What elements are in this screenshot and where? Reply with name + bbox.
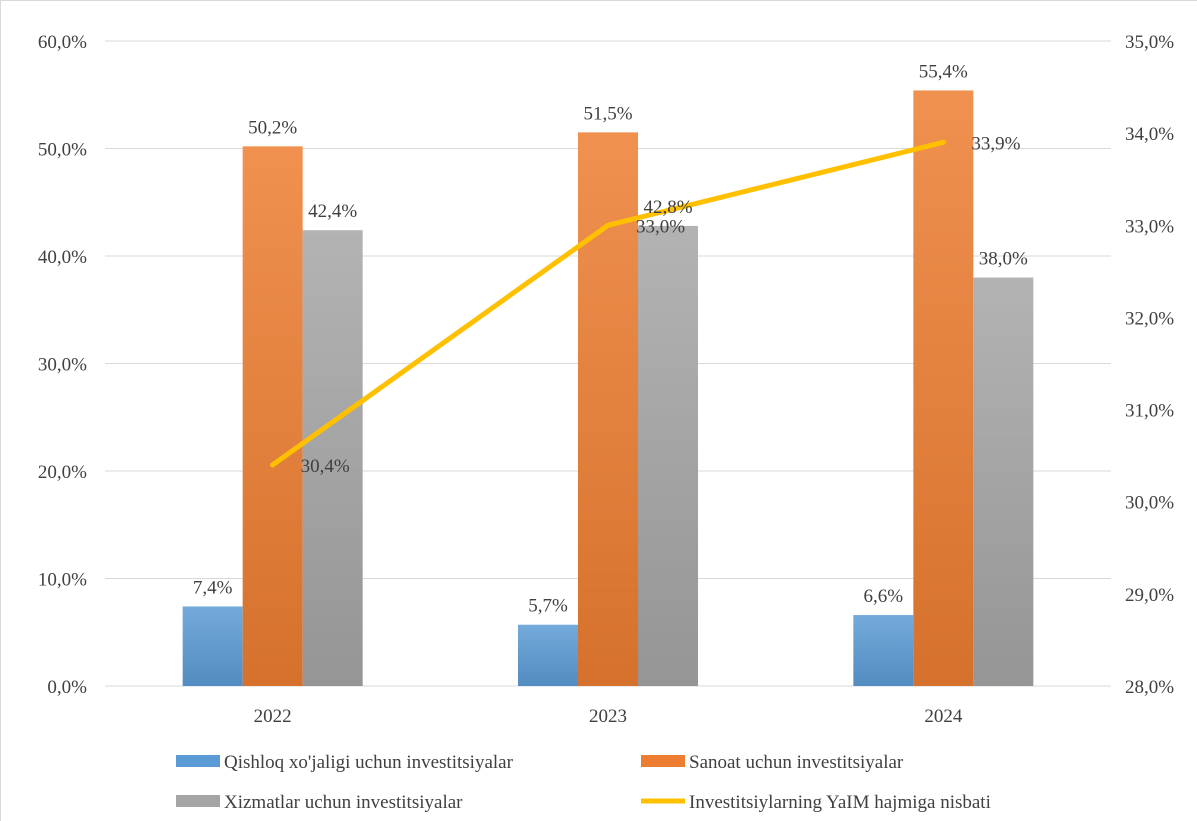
legend-label: Sanoat uchun investitsiyalar [689, 752, 904, 773]
bar-data-label: 38,0% [979, 249, 1028, 270]
line-point [270, 462, 276, 468]
legend-swatch [641, 755, 685, 767]
y-left-tick-label: 0,0% [47, 677, 87, 698]
bar-data-label: 6,6% [864, 586, 904, 607]
ratio-line-layer [270, 139, 946, 468]
axes: 0,0% 10,0% 20,0% 30,0% 40,0% 50,0% 60,0% 28,0% 2… [38, 32, 1174, 727]
y-left-tick-label: 60,0% [38, 32, 87, 53]
line-data-label: 33,0% [636, 216, 685, 237]
y-right-tick-label: 34,0% [1125, 124, 1174, 145]
y-left-tick-label: 50,0% [38, 140, 87, 161]
bar [853, 615, 914, 686]
y-right-tick-label: 30,0% [1125, 493, 1174, 514]
legend-label: Investitsiylarning YaIM hajmiga nisbati [689, 792, 991, 813]
bar [973, 277, 1034, 686]
legend: Qishloq xo'jaligi uchun investitsiyalar S… [176, 752, 991, 813]
y-right-tick-label: 29,0% [1125, 585, 1174, 606]
legend-item: Investitsiylarning YaIM hajmiga nisbati [641, 792, 991, 813]
x-tick-label: 2023 [589, 706, 627, 727]
bar [913, 90, 974, 686]
legend-item: Xizmatlar uchun investitsiyalar [176, 792, 463, 813]
legend-swatch [176, 755, 220, 767]
line-point [940, 139, 946, 145]
y-right-tick-label: 32,0% [1125, 308, 1174, 329]
bar-data-label: 55,4% [919, 61, 968, 82]
legend-item: Sanoat uchun investitsiyalar [641, 752, 904, 773]
y-left-tick-label: 10,0% [38, 570, 87, 591]
y-left-tick-label: 40,0% [38, 247, 87, 268]
y-right-tick-label: 33,0% [1125, 216, 1174, 237]
legend-item: Qishloq xo'jaligi uchun investitsiyalar [176, 752, 514, 773]
line-point [605, 222, 611, 228]
legend-label: Qishloq xo'jaligi uchun investitsiyalar [224, 752, 514, 773]
bar-data-label: 42,4% [308, 201, 357, 222]
bar [518, 624, 578, 686]
bar-data-label: 51,5% [583, 103, 632, 124]
bar [182, 606, 243, 686]
y-right-tick-label: 31,0% [1125, 401, 1174, 422]
bar-data-label: 5,7% [528, 596, 568, 617]
legend-label: Xizmatlar uchun investitsiyalar [224, 792, 463, 813]
bar-data-label: 50,2% [248, 117, 297, 138]
bar-data-label: 7,4% [193, 577, 233, 598]
line-data-label: 30,4% [301, 456, 350, 477]
y-right-tick-label: 28,0% [1125, 677, 1174, 698]
bars [182, 90, 1034, 687]
legend-swatch [176, 795, 220, 807]
y-right-tick-label: 35,0% [1125, 32, 1174, 53]
bar [302, 230, 363, 686]
bar-data-label: 42,8% [643, 197, 692, 218]
bar [242, 146, 303, 687]
y-left-tick-label: 30,0% [38, 355, 87, 376]
bar [638, 225, 698, 686]
line-data-label: 33,9% [971, 133, 1020, 154]
x-tick-label: 2022 [254, 706, 292, 727]
x-tick-label: 2024 [924, 706, 963, 727]
data-labels: 7,4% 50,2% 42,4% 5,7% 51,5% 42,8% 6,6% 55,4% 38,… [193, 61, 1028, 616]
bar [578, 132, 638, 686]
y-left-tick-label: 20,0% [38, 462, 87, 483]
